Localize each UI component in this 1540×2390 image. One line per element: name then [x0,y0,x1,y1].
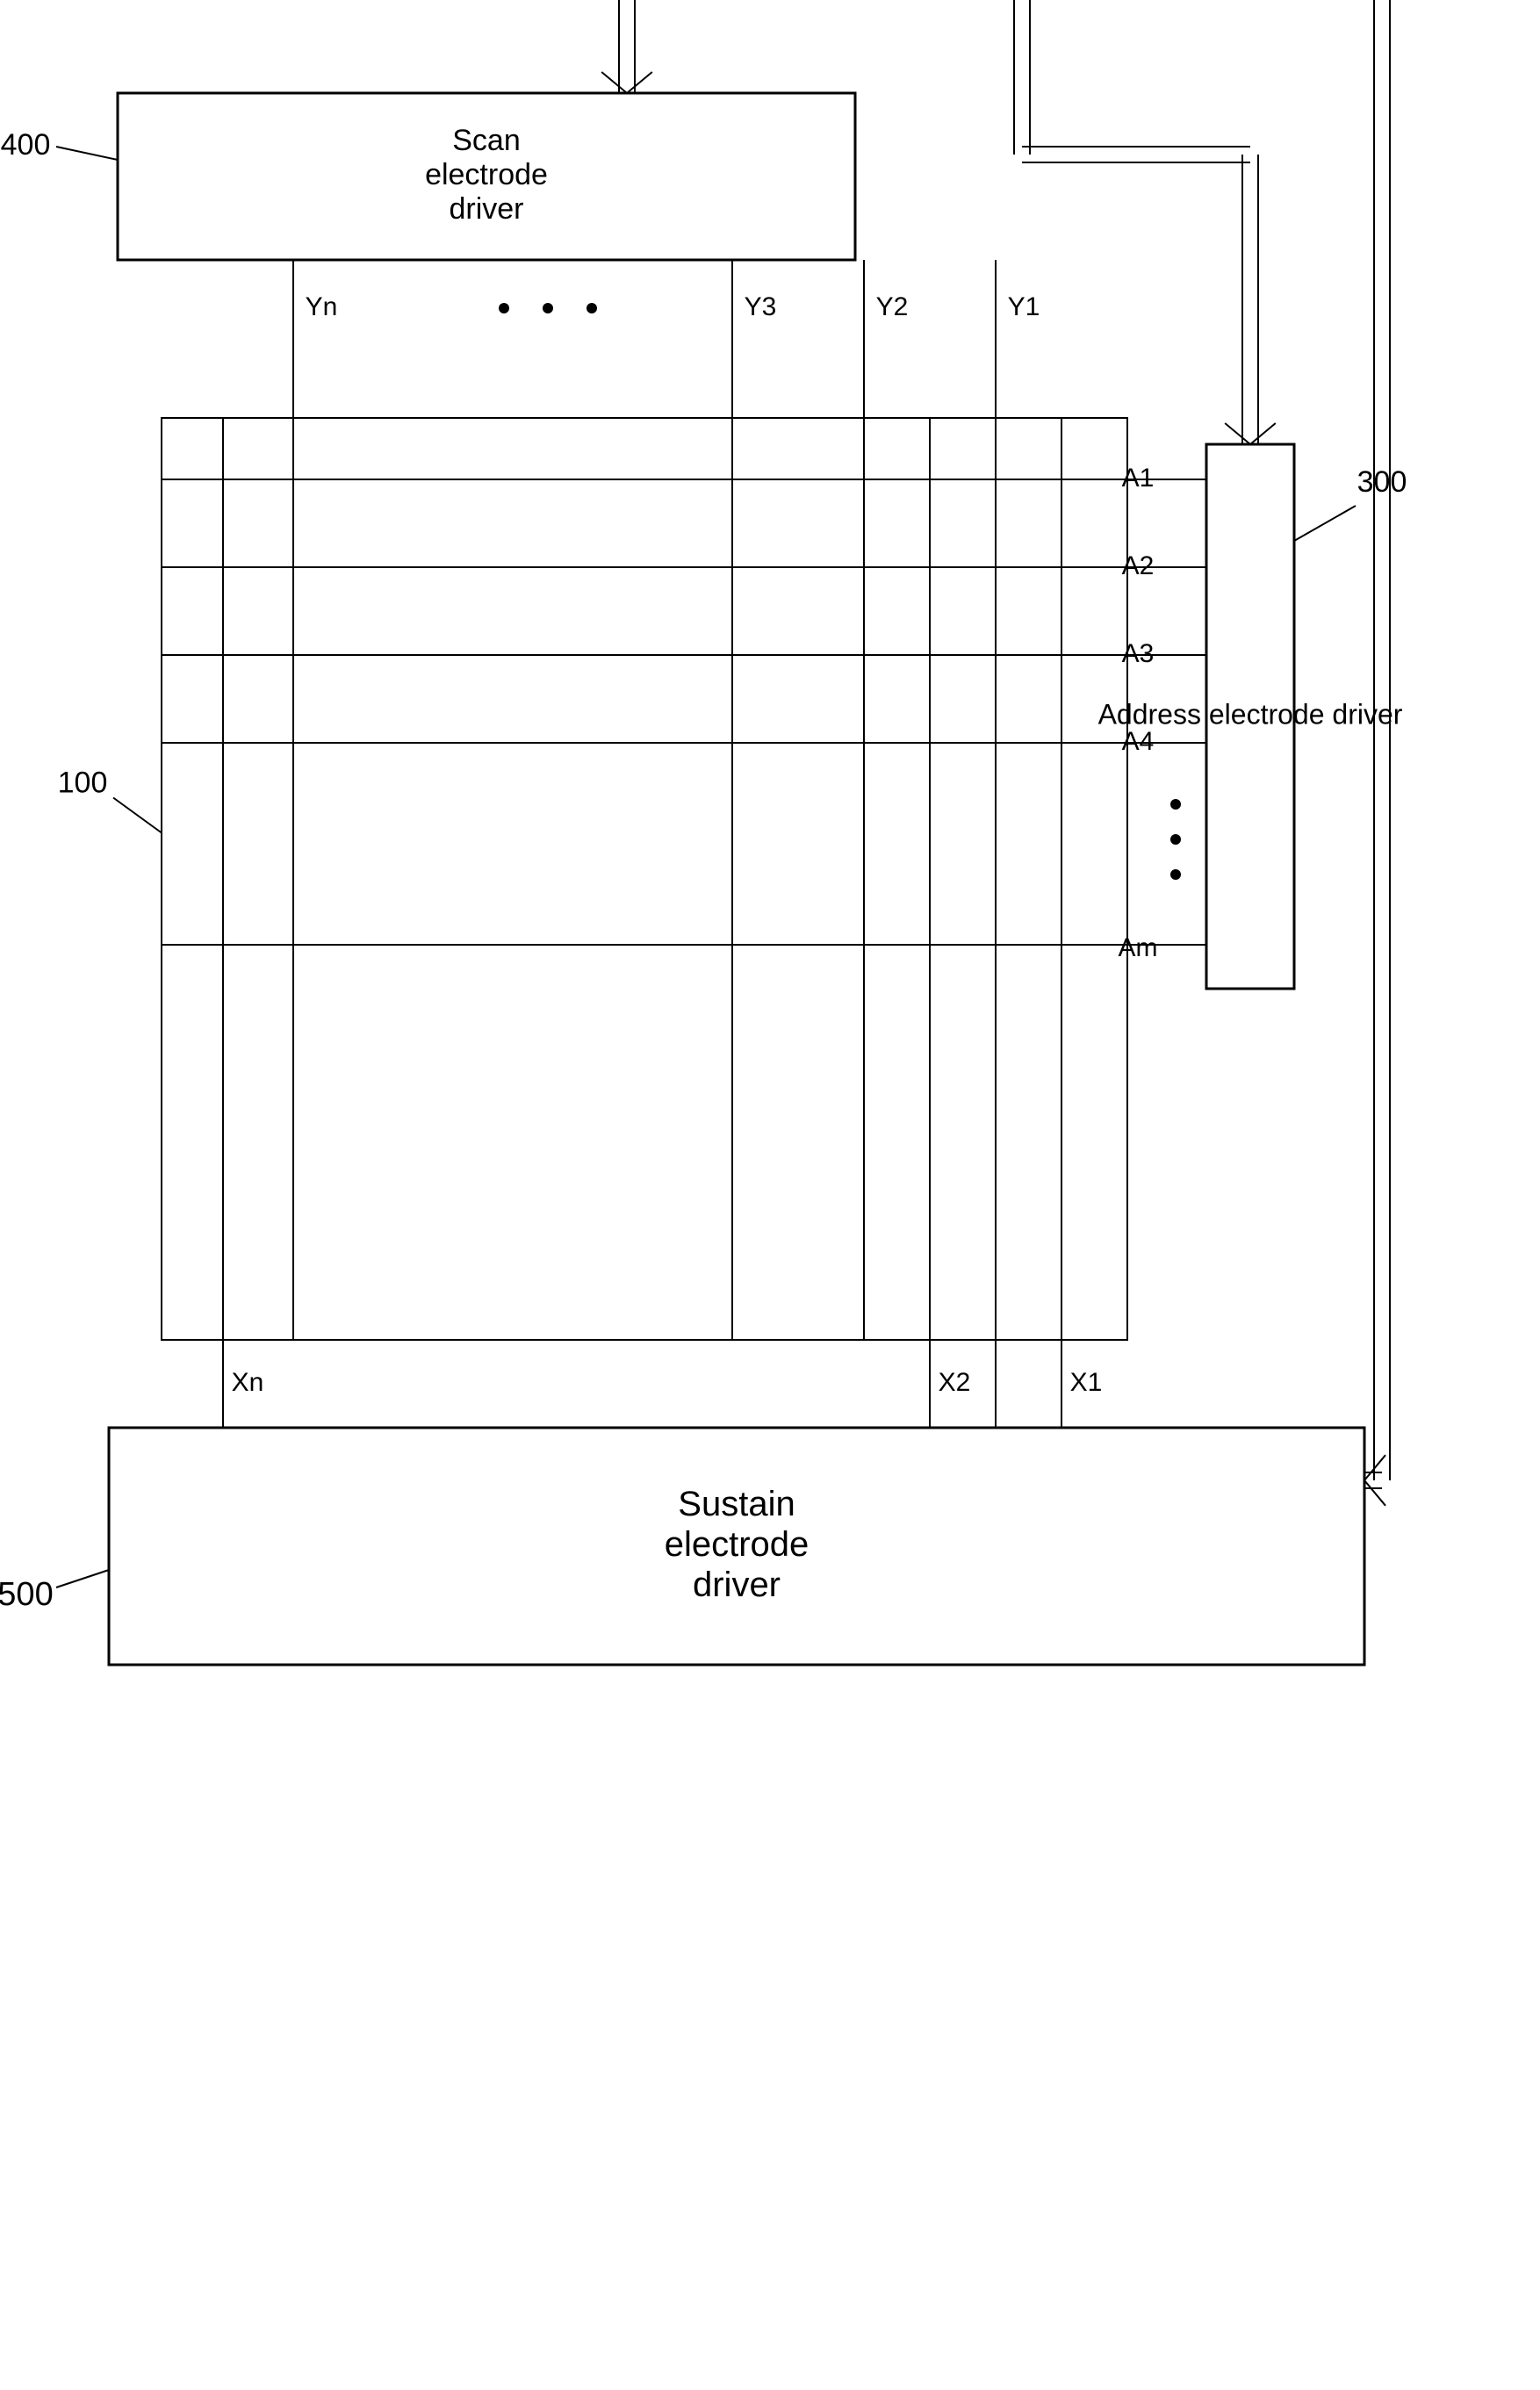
svg-text:A3: A3 [1122,639,1155,668]
svg-text:A2: A2 [1122,551,1155,580]
svg-text:Y1: Y1 [1008,292,1040,321]
svg-text:300: 300 [1357,465,1407,499]
svg-text:Sustainelectrodedriver: Sustainelectrodedriver [665,1485,810,1604]
svg-text:Yn: Yn [306,292,338,321]
svg-text:Am: Am [1119,933,1158,962]
svg-text:Address electrode driver: Address electrode driver [1098,698,1403,730]
svg-text:400: 400 [1,128,51,162]
svg-text:X2: X2 [939,1368,971,1397]
svg-text:A4: A4 [1122,727,1155,756]
svg-text:Y3: Y3 [745,292,777,321]
svg-text:A1: A1 [1122,464,1155,493]
svg-text:Xn: Xn [232,1368,264,1397]
svg-text:100: 100 [58,766,108,799]
svg-text:Scanelectrodedriver: Scanelectrodedriver [425,124,548,226]
svg-text:500: 500 [0,1576,54,1613]
svg-text:Y2: Y2 [876,292,909,321]
svg-text:X1: X1 [1070,1368,1103,1397]
